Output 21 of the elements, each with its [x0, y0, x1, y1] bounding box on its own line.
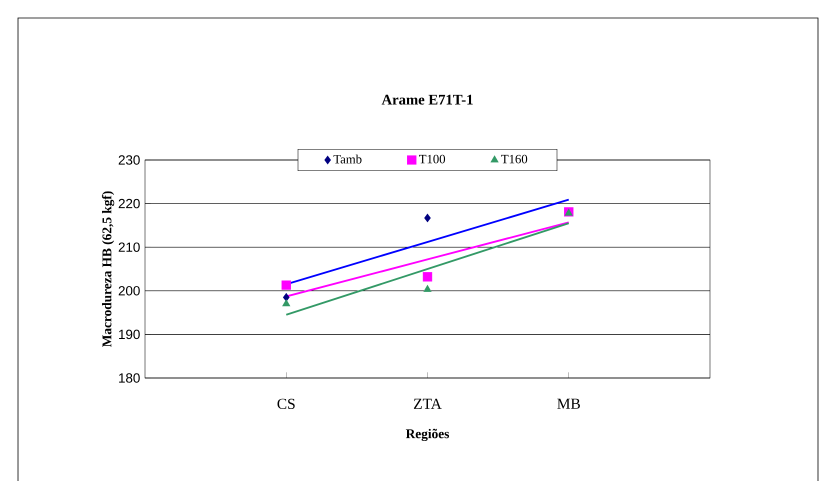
- point: [282, 293, 290, 302]
- y-tick-label: 180: [119, 373, 140, 383]
- y-tick-label: 210: [118, 242, 140, 252]
- y-tick-label: 190: [119, 330, 140, 340]
- y-tick-label: 200: [118, 286, 140, 296]
- y-tick-label: 230: [118, 155, 140, 165]
- legend-label: T100: [419, 154, 446, 164]
- chart-title: Arame E71T-1: [382, 94, 473, 105]
- point: [282, 299, 290, 306]
- x-tick-label: CS: [278, 398, 295, 409]
- legend-label: Tamb: [334, 154, 362, 164]
- point: [282, 280, 291, 290]
- x-tick-label: ZTA: [414, 398, 442, 409]
- y-tick-label: 220: [118, 198, 140, 208]
- x-tick-label: MB: [557, 398, 580, 409]
- point: [422, 272, 432, 282]
- point: [424, 284, 432, 292]
- legend-label: T160: [501, 154, 528, 164]
- y-axis-title: Macrodureza HB (62,5 kgf): [102, 191, 114, 348]
- point: [424, 214, 431, 222]
- x-axis-title: Regiões: [406, 428, 450, 442]
